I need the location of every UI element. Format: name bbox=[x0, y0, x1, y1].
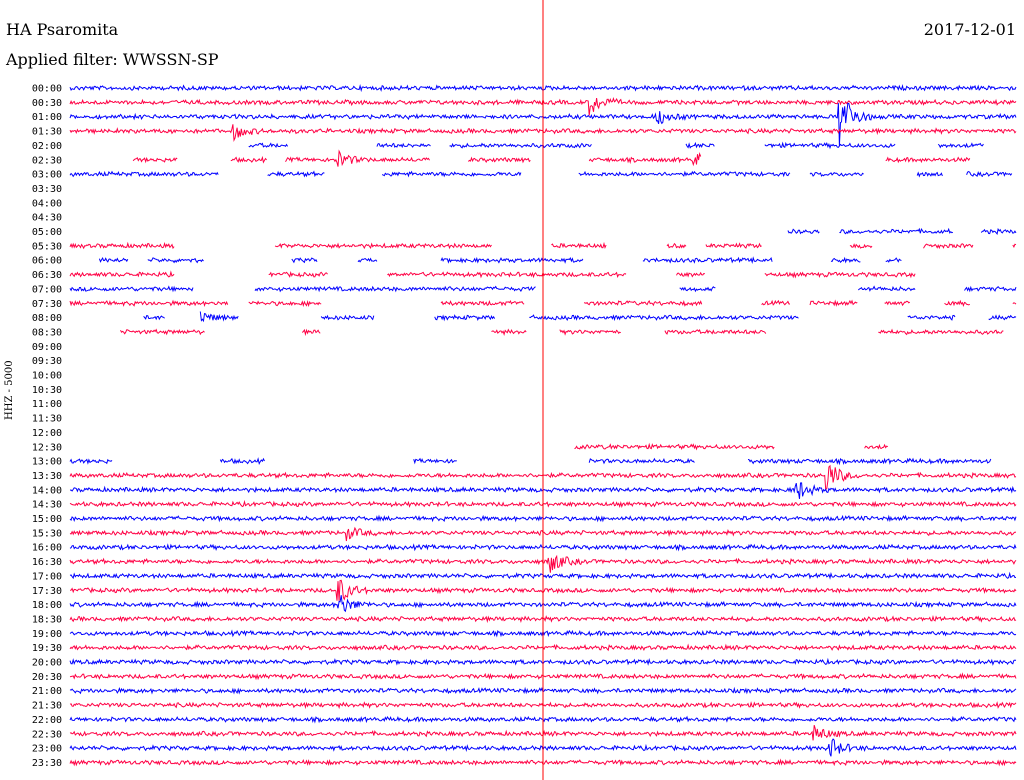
row-label: 09:30 bbox=[32, 356, 62, 367]
row-label: 12:30 bbox=[32, 442, 62, 453]
row-label: 01:00 bbox=[32, 112, 62, 123]
trace-1300 bbox=[69, 457, 992, 466]
trace-0830 bbox=[120, 328, 1004, 337]
row-label: 01:30 bbox=[32, 127, 62, 138]
station-title: HA Psaromita bbox=[6, 20, 119, 39]
row-label: 15:30 bbox=[32, 528, 62, 539]
row-label: 05:30 bbox=[32, 241, 62, 252]
row-label: 03:30 bbox=[32, 184, 62, 195]
row-label: 23:30 bbox=[32, 758, 62, 769]
trace-1230 bbox=[574, 442, 889, 451]
row-label: 09:00 bbox=[32, 342, 62, 353]
date-label: 2017-12-01 bbox=[923, 20, 1016, 39]
row-labels: 00:00 00:30 01:00 01:30 02:00 02:30 03:00 03:30… bbox=[32, 84, 62, 769]
trace-0800 bbox=[143, 311, 1017, 323]
row-label: 21:30 bbox=[32, 701, 62, 712]
row-label: 02:00 bbox=[32, 141, 62, 152]
row-label: 12:00 bbox=[32, 428, 62, 439]
row-label: 13:30 bbox=[32, 471, 62, 482]
row-label: 20:30 bbox=[32, 672, 62, 683]
row-label: 16:00 bbox=[32, 543, 62, 554]
row-label: 16:30 bbox=[32, 557, 62, 568]
row-label: 08:00 bbox=[32, 313, 62, 324]
trace-0300 bbox=[69, 170, 1013, 178]
row-label: 14:00 bbox=[32, 485, 62, 496]
row-label: 13:00 bbox=[32, 457, 62, 468]
row-label: 06:00 bbox=[32, 256, 62, 267]
row-label: 17:30 bbox=[32, 586, 62, 597]
row-label: 00:00 bbox=[32, 84, 62, 95]
row-label: 06:30 bbox=[32, 270, 62, 281]
row-label: 11:30 bbox=[32, 414, 62, 425]
trace-0730 bbox=[69, 299, 1017, 308]
row-label: 21:00 bbox=[32, 686, 62, 697]
row-label: 19:00 bbox=[32, 629, 62, 640]
row-label: 05:00 bbox=[32, 227, 62, 238]
trace-0230 bbox=[133, 151, 1016, 166]
row-label: 23:00 bbox=[32, 744, 62, 755]
row-label: 14:30 bbox=[32, 500, 62, 511]
row-label: 17:00 bbox=[32, 571, 62, 582]
row-label: 02:30 bbox=[32, 155, 62, 166]
row-label: 03:00 bbox=[32, 170, 62, 181]
row-label: 10:30 bbox=[32, 385, 62, 396]
row-label: 07:00 bbox=[32, 284, 62, 295]
trace-0630 bbox=[69, 270, 916, 279]
row-label: 11:00 bbox=[32, 399, 62, 410]
row-label: 10:00 bbox=[32, 371, 62, 382]
trace-0500 bbox=[787, 227, 1017, 236]
row-label: 18:30 bbox=[32, 614, 62, 625]
row-label: 00:30 bbox=[32, 98, 62, 109]
filter-label: Applied filter: WWSSN-SP bbox=[6, 50, 219, 69]
trace-0200 bbox=[248, 141, 984, 150]
row-label: 08:30 bbox=[32, 327, 62, 338]
row-label: 22:00 bbox=[32, 715, 62, 726]
row-label: 22:30 bbox=[32, 729, 62, 740]
trace-0530 bbox=[69, 241, 1017, 250]
row-label: 07:30 bbox=[32, 299, 62, 310]
row-label: 04:00 bbox=[32, 198, 62, 209]
row-label: 18:00 bbox=[32, 600, 62, 611]
trace-0700 bbox=[69, 285, 1017, 293]
row-label: 20:00 bbox=[32, 658, 62, 669]
row-label: 15:00 bbox=[32, 514, 62, 525]
row-label: 04:30 bbox=[32, 213, 62, 224]
row-label: 19:30 bbox=[32, 643, 62, 654]
trace-0600 bbox=[98, 256, 902, 265]
